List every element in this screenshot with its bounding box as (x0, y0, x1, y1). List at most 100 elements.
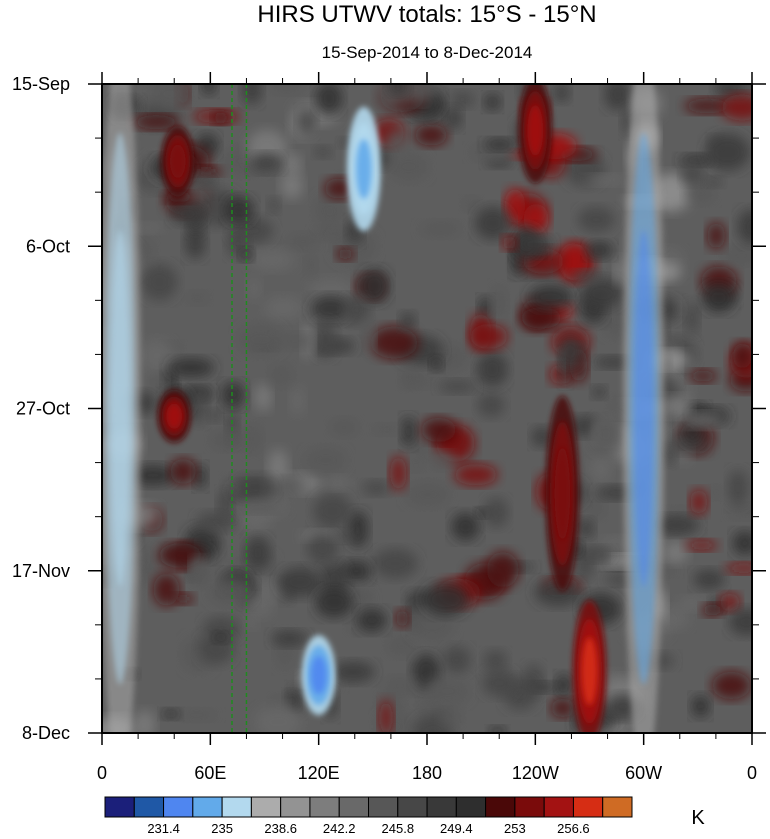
field-cell (342, 295, 371, 325)
colorbar-swatch (426, 796, 457, 818)
field-cell (483, 497, 509, 528)
chart-title: HIRS UTWV totals: 15°S - 15°N (257, 1, 596, 28)
field-cell (470, 323, 508, 350)
field-cell (280, 171, 304, 200)
field-cell (593, 356, 633, 369)
field-cell (684, 98, 732, 114)
field-cell (332, 529, 358, 543)
field-cell (728, 608, 752, 636)
field-cell (313, 320, 338, 359)
field-cell (325, 475, 350, 491)
field-cell (264, 296, 303, 320)
field-cell (516, 236, 554, 252)
field-cell (336, 247, 355, 261)
colorbar-unit: K (691, 807, 705, 829)
feature-moist-band (634, 230, 654, 587)
feature-warm-anomaly (527, 104, 544, 156)
field-cell (184, 224, 206, 259)
field-cell (483, 138, 517, 151)
field-cell (129, 464, 177, 487)
field-cell (267, 197, 280, 213)
field-cell (711, 671, 751, 700)
field-cell (429, 451, 455, 470)
field-cell (534, 578, 582, 607)
colorbar-swatch (280, 796, 311, 818)
colorbar-tick-label: 242.2 (323, 821, 356, 834)
field-cell (267, 84, 306, 94)
colorbar-swatch (163, 796, 194, 818)
field-cell (721, 94, 752, 121)
field-cell (314, 587, 353, 619)
field-cell (255, 383, 272, 412)
field-cell (359, 268, 390, 304)
field-cell (719, 593, 741, 612)
colorbar-tick-label: 253 (504, 821, 526, 834)
field-cell (150, 84, 190, 110)
field-cell (451, 512, 480, 542)
field-cell (414, 124, 448, 146)
field-cell (395, 609, 410, 628)
chart-subtitle: 15-Sep-2014 to 8-Dec-2014 (322, 43, 533, 62)
y-axis: 15-Sep 6-Oct 27-Oct 17-Nov 8-Dec (12, 74, 766, 743)
field-cell (531, 426, 553, 447)
field-cell (462, 197, 482, 212)
field-cell (304, 253, 317, 277)
field-cell (275, 477, 306, 495)
feature-warm-anomaly (166, 403, 182, 429)
colorbar-swatch (221, 796, 252, 818)
field-cell (195, 174, 216, 188)
colorbar-tick-label: 245.8 (382, 821, 415, 834)
colorbar-tick-label: 238.6 (264, 821, 297, 834)
field-cell (490, 285, 507, 322)
field-cell (604, 84, 631, 111)
y-tick-label: 8-Dec (22, 723, 70, 743)
field-cell (577, 518, 595, 539)
field-cell (444, 106, 463, 130)
field-cell (591, 416, 622, 453)
field-cell (418, 695, 441, 715)
field-cell (550, 698, 575, 718)
field-cell (685, 182, 716, 204)
feature-warm-anomaly (170, 144, 186, 179)
field-cell (442, 646, 471, 674)
colorbar-swatch (485, 796, 516, 818)
colorbar-swatch (514, 796, 545, 818)
field-cell (382, 676, 418, 695)
field-cell (269, 363, 293, 387)
field-cell (614, 257, 627, 285)
field-cell (132, 114, 180, 130)
field-cell (405, 482, 451, 507)
field-cell (190, 557, 205, 585)
field-cell (555, 673, 572, 697)
field-cell (297, 108, 317, 136)
field-cell (310, 295, 352, 323)
y-tick-label: 6-Oct (26, 236, 70, 256)
field-cell (244, 616, 259, 630)
field-cell (313, 146, 333, 158)
field-cell (217, 490, 234, 520)
field-cell (244, 536, 272, 570)
field-cell (314, 193, 345, 229)
field-cell (236, 474, 276, 499)
field-cell (419, 221, 463, 238)
field-cell (170, 203, 205, 225)
field-cell (689, 369, 717, 383)
field-cell (185, 291, 210, 304)
field-cell (290, 386, 305, 416)
field-cell (430, 355, 443, 372)
field-cell (241, 84, 263, 105)
field-cell (315, 84, 343, 116)
colorbar-swatch (104, 796, 135, 818)
field-cell (161, 708, 181, 720)
field-cell (486, 551, 520, 588)
field-cell (250, 153, 283, 173)
field-cell (450, 91, 475, 108)
field-cell (702, 283, 735, 313)
feature-moist-patch (310, 656, 327, 695)
colorbar-swatch (397, 796, 428, 818)
field-cell (727, 504, 752, 519)
field-cell (504, 188, 526, 224)
field-cell (570, 269, 601, 282)
colorbar-swatch (602, 796, 633, 818)
field-cell (158, 542, 203, 569)
